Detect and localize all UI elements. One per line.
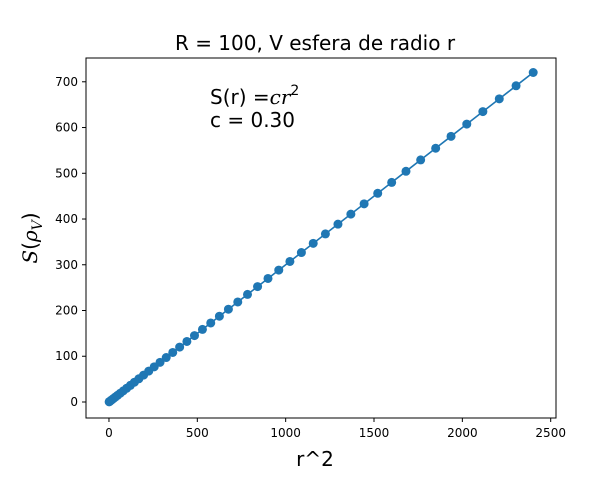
- chart-title: R = 100, V esfera de radio r: [175, 31, 456, 55]
- data-point: [478, 107, 488, 117]
- data-point: [308, 238, 318, 248]
- data-point: [511, 81, 521, 91]
- y-tick-label: 700: [55, 75, 78, 89]
- data-point: [274, 265, 284, 275]
- y-axis-label: S(ρV): [18, 212, 46, 263]
- data-point: [346, 209, 356, 219]
- data-point: [161, 353, 171, 363]
- data-point: [155, 357, 165, 367]
- data-point: [189, 331, 199, 341]
- data-point: [285, 256, 295, 266]
- annotation-constant: c = 0.30: [210, 108, 295, 132]
- annotation-formula-sup: 2: [290, 83, 299, 99]
- data-point: [373, 188, 383, 198]
- data-point: [206, 318, 216, 328]
- data-point: [320, 229, 330, 239]
- x-axis-label: r^2: [296, 447, 334, 471]
- x-tick-label: 2500: [535, 426, 566, 440]
- annotation-formula-math: cr: [270, 85, 292, 109]
- data-point: [333, 219, 343, 229]
- data-point: [197, 324, 207, 334]
- data-point: [214, 311, 224, 321]
- x-tick-label: 1500: [359, 426, 390, 440]
- x-tick-label: 500: [186, 426, 209, 440]
- data-point: [416, 155, 426, 165]
- y-tick-label: 500: [55, 166, 78, 180]
- data-point: [175, 342, 185, 352]
- x-tick-label: 1000: [270, 426, 301, 440]
- y-tick-label: 400: [55, 212, 78, 226]
- data-point: [253, 282, 263, 292]
- y-tick-label: 0: [70, 395, 78, 409]
- data-point: [462, 119, 472, 129]
- data-point: [401, 166, 411, 176]
- data-point: [182, 336, 192, 346]
- data-point: [494, 94, 504, 104]
- data-point: [528, 68, 538, 78]
- annotation-formula-prefix: S(r) =: [210, 85, 270, 109]
- y-tick-label: 600: [55, 121, 78, 135]
- x-tick-label: 2000: [447, 426, 478, 440]
- data-point: [242, 289, 252, 299]
- data-point: [168, 347, 178, 357]
- data-point: [387, 177, 397, 187]
- plot-area: [104, 68, 538, 407]
- y-tick-label: 100: [55, 349, 78, 363]
- x-axis: 0 500 1000 1500 2000 2500: [105, 418, 566, 440]
- x-tick-label: 0: [105, 426, 113, 440]
- data-point: [296, 248, 306, 258]
- data-point: [446, 131, 456, 141]
- y-tick-label: 300: [55, 258, 78, 272]
- data-point: [359, 199, 369, 209]
- data-point: [431, 143, 441, 153]
- annotation-formula: S(r) =cr2: [210, 83, 299, 109]
- data-point: [233, 297, 243, 307]
- data-point: [263, 273, 273, 283]
- y-tick-label: 200: [55, 304, 78, 318]
- y-axis: 0 100 200 300 400 500 600 700: [55, 75, 86, 409]
- plot-frame: [85, 57, 557, 419]
- data-point: [223, 304, 233, 314]
